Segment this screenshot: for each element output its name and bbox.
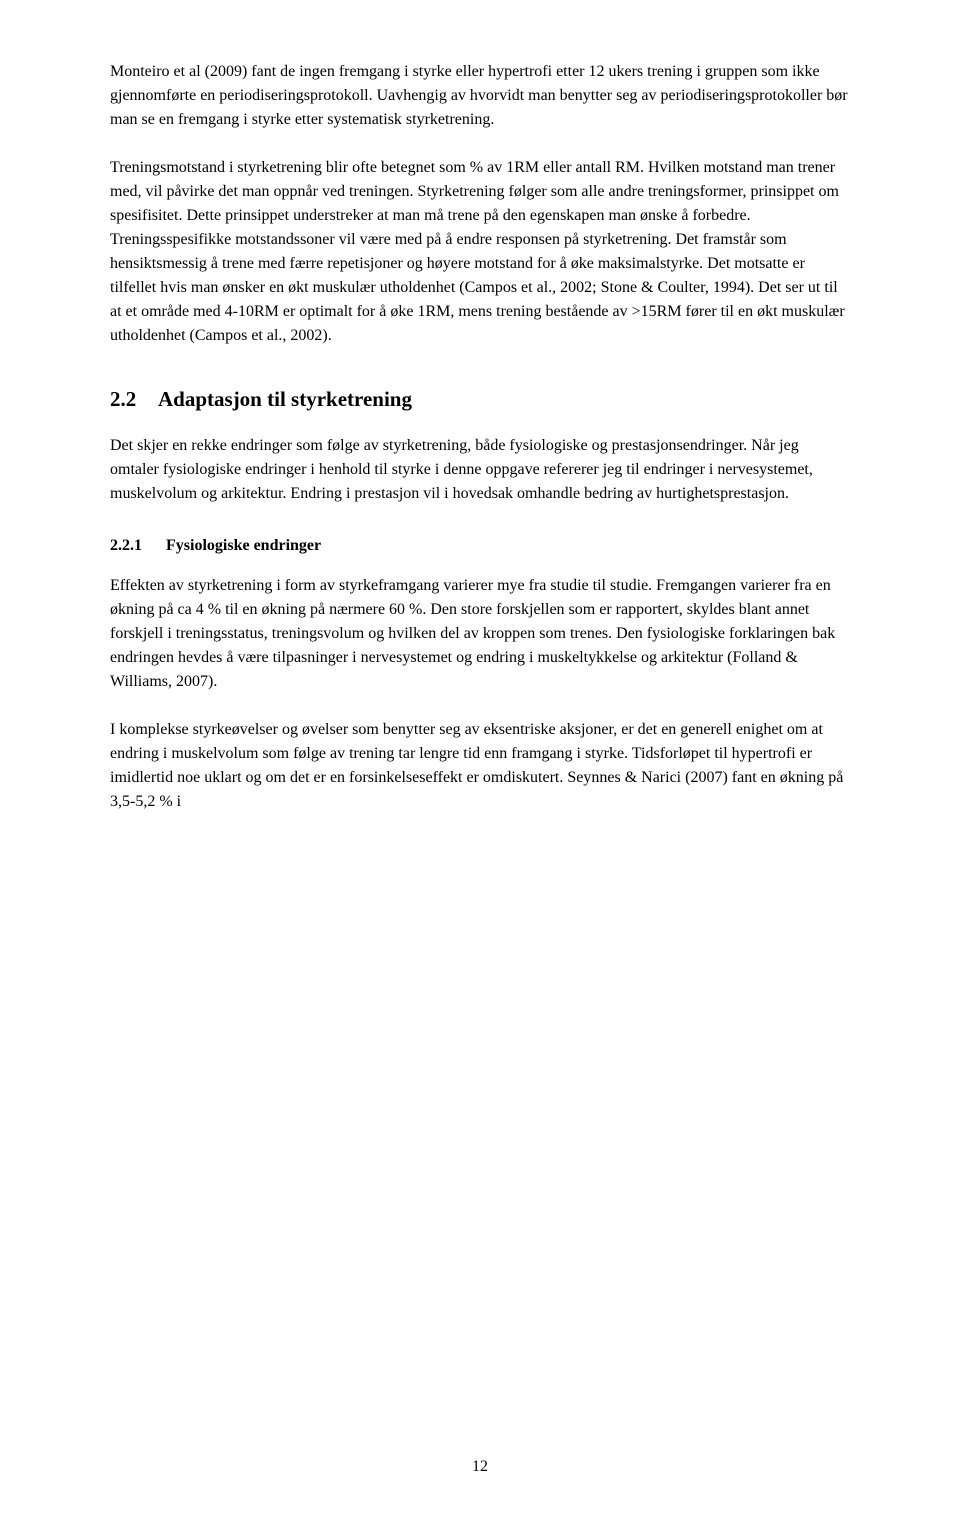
page-container: Monteiro et al (2009) fant de ingen frem…	[0, 0, 960, 1515]
subsection-title: Fysiologiske endringer	[166, 537, 321, 554]
paragraph-2: Treningsmotstand i styrketrening blir of…	[110, 156, 850, 348]
section-title: Adaptasjon til styrketrening	[158, 387, 412, 411]
paragraph-3: Det skjer en rekke endringer som følge a…	[110, 434, 850, 506]
subsection-number: 2.2.1	[110, 534, 166, 558]
paragraph-5: I komplekse styrkeøvelser og øvelser som…	[110, 718, 850, 814]
page-number: 12	[0, 1455, 960, 1479]
section-number: 2.2	[110, 384, 158, 416]
subsection-heading-2-2-1: 2.2.1Fysiologiske endringer	[110, 534, 850, 558]
paragraph-4: Effekten av styrketrening i form av styr…	[110, 574, 850, 694]
section-heading-2-2: 2.2Adaptasjon til styrketrening	[110, 384, 850, 416]
paragraph-1: Monteiro et al (2009) fant de ingen frem…	[110, 60, 850, 132]
